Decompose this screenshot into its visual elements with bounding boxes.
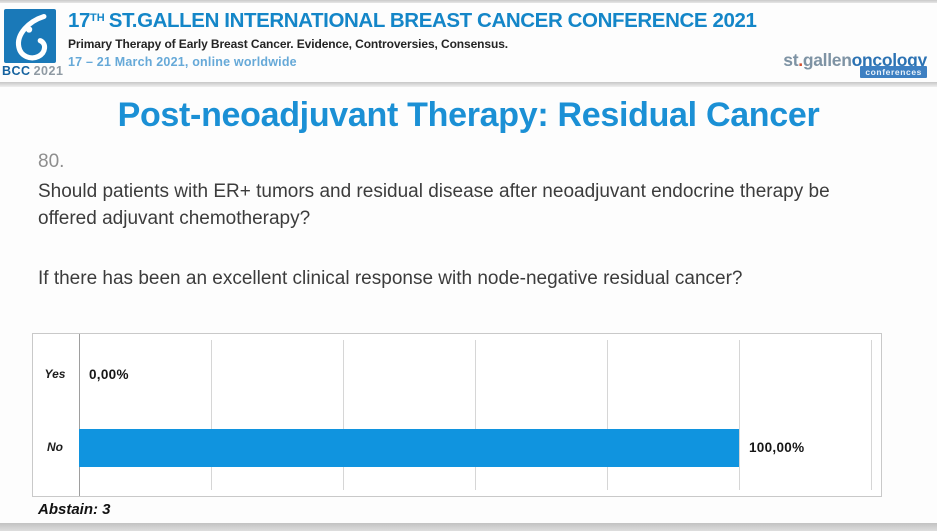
abstain-note: Abstain: 3: [38, 501, 111, 518]
logo-conferences-ribbon: conferences: [860, 66, 927, 78]
answers-bar-chart: 0,00% 100,00% Yes No: [32, 333, 882, 497]
chart-category-label: Yes: [44, 366, 66, 381]
conference-header: 17TH ST.GALLEN INTERNATIONAL BREAST CANCE…: [68, 7, 757, 70]
sub-question-text: If there has been an excellent clinical …: [38, 268, 743, 289]
swan-drop-icon: [15, 13, 48, 61]
conference-title-number: 17: [68, 9, 91, 32]
bcc-logo: [4, 9, 56, 63]
chart-gridline: [475, 340, 476, 490]
chart-axis-line: [79, 334, 80, 496]
conference-dates: 17 – 21 March 2021, online worldwide: [68, 55, 297, 69]
logo-gallen: gallen: [802, 50, 852, 70]
logo-oncology: oncology: [851, 50, 928, 70]
question-text: Should patients with ER+ tumors and resi…: [38, 181, 830, 229]
chart-plot-area: 0,00% 100,00%: [79, 334, 881, 496]
chart-gridline: [211, 340, 212, 490]
question-number: 80.: [38, 151, 65, 172]
slide-title: Post-neoadjuvant Therapy: Residual Cance…: [117, 96, 820, 134]
conference-subtitle: Primary Therapy of Early Breast Cancer. …: [68, 37, 509, 51]
bottom-edge-strip: [0, 523, 937, 531]
bcc-logo-caption: BCC 2021: [2, 64, 64, 78]
chart-value-label: 0,00%: [89, 366, 129, 382]
chart-value-label: 100,00%: [749, 439, 805, 455]
chart-gridline: [739, 340, 740, 490]
conference-title-text: ST.GALLEN INTERNATIONAL BREAST CANCER CO…: [108, 9, 757, 32]
top-edge-strip: [0, 0, 937, 3]
chart-gridline: [343, 340, 344, 490]
logo-st: st: [783, 50, 799, 70]
stgallen-oncology-logo: st.gallenoncology conferences: [783, 50, 928, 78]
bcc-text: BCC: [2, 64, 31, 78]
conference-title: 17TH ST.GALLEN INTERNATIONAL BREAST CANCE…: [68, 7, 757, 32]
bcc-year: 2021: [33, 64, 64, 78]
chart-bar: [79, 428, 739, 467]
logo-dot: .: [798, 50, 803, 70]
chart-category-label: No: [47, 439, 63, 454]
chart-gridline: [607, 340, 608, 490]
chart-gridline: [871, 340, 872, 490]
conference-title-ordinal: TH: [90, 12, 105, 24]
header-divider: [0, 82, 937, 87]
